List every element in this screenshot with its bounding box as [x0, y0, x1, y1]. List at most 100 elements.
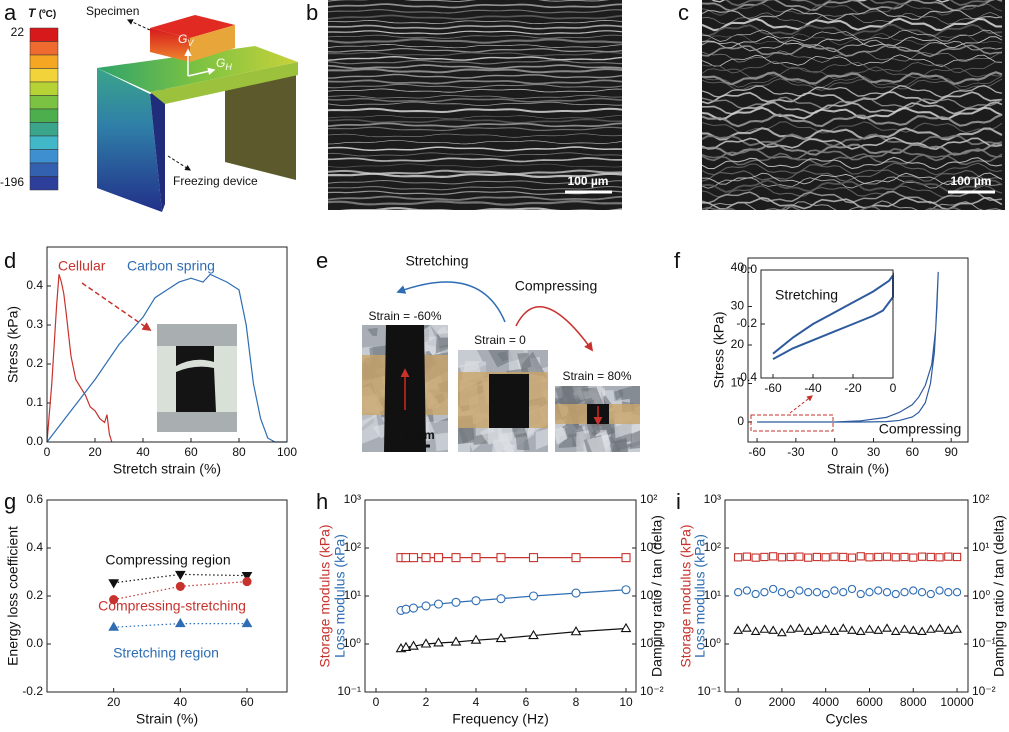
x-tick-label: -40 [804, 381, 822, 395]
sem-layer [328, 79, 622, 85]
marker [925, 624, 936, 633]
marker [108, 621, 120, 631]
device-label: Freezing device [173, 174, 258, 188]
marker [917, 552, 927, 561]
x-tick-label: -60 [764, 381, 782, 395]
device-leg-side [150, 88, 165, 212]
marker [733, 625, 744, 634]
device-top [97, 46, 298, 92]
y-tick-label: 0.4 [26, 540, 43, 554]
marker [952, 624, 962, 633]
foil-crease [630, 430, 640, 449]
marker [900, 588, 909, 597]
sem-layer [702, 106, 1003, 121]
marker [882, 623, 892, 632]
x-tick-label: 60 [240, 695, 254, 709]
x-axis-label: Stretch strain (%) [113, 461, 221, 477]
y-tick-label: 0 [737, 414, 744, 428]
marker [570, 626, 582, 636]
x-tick-label: 4000 [812, 695, 839, 709]
marker [935, 586, 944, 595]
sem-layer [328, 59, 622, 65]
marker [760, 552, 769, 562]
gh-subscript: H [225, 62, 232, 72]
y-tick-label: 20 [731, 337, 745, 351]
y2-tick-label: 10⁻² [640, 684, 664, 698]
marker [241, 572, 253, 582]
marker [471, 553, 481, 563]
sem-layer [702, 162, 1003, 176]
device-left-leg [97, 68, 162, 212]
sample-bottom [176, 366, 216, 412]
foil-crease [458, 350, 483, 369]
scale-label: 100 µm [951, 174, 992, 188]
marker [900, 552, 909, 562]
marker [909, 586, 918, 595]
sem-layer [328, 126, 622, 132]
marker [934, 623, 945, 632]
marker [495, 632, 507, 643]
sem-layer [724, 0, 992, 7]
device-front [150, 62, 298, 104]
y-tick-label: 0.6 [26, 492, 43, 506]
marker [174, 617, 186, 628]
x-tick-label: 0 [373, 695, 380, 709]
sem-layer [702, 32, 1003, 46]
marker [571, 553, 581, 563]
marker [408, 640, 419, 650]
x-tick-label: 90 [944, 445, 958, 459]
marker [804, 553, 813, 562]
marker [794, 623, 805, 632]
colorbar-swatch [29, 108, 59, 123]
sample-top [176, 346, 214, 366]
y-tick-label: -0.2 [736, 316, 757, 330]
x-tick-label: 2 [423, 695, 430, 709]
freezing-device [97, 46, 298, 212]
x-tick-label: 2000 [769, 695, 796, 709]
series-line [757, 271, 939, 423]
sem-layer [702, 127, 1003, 141]
sem-layer [702, 101, 1003, 115]
sem-layer [328, 3, 622, 9]
x-tick-label: -20 [844, 381, 862, 395]
series-label: Compressing-stretching [98, 598, 246, 614]
marker [108, 579, 120, 589]
x-axis-label: Strain (%) [136, 711, 198, 727]
marker [777, 588, 787, 597]
specimen-label: Specimen [86, 4, 139, 18]
marker [733, 553, 743, 562]
y2-tick-label: 10¹ [640, 540, 657, 554]
gh-arrow [187, 67, 216, 77]
marker [839, 552, 848, 562]
colorbar-swatch [29, 54, 59, 69]
colorbar-swatch [29, 122, 59, 137]
x-tick-label: 40 [174, 695, 188, 709]
colorbar-unit: (ºC) [39, 9, 57, 20]
marker [400, 641, 412, 651]
marker [421, 601, 431, 611]
x-tick-label: -30 [787, 445, 805, 459]
y-tick-label: 10² [704, 540, 721, 554]
x-tick-label: 0 [890, 381, 897, 395]
sem-layer [328, 101, 622, 106]
marker [812, 625, 822, 634]
marker [433, 599, 444, 609]
sem-layer [702, 121, 1003, 134]
sem-layer [328, 212, 622, 216]
marker [926, 552, 935, 562]
y-tick-label: 30 [731, 299, 745, 313]
y-axis-label: Energy loss coefficient [5, 526, 21, 666]
x-tick-label: 6 [523, 695, 530, 709]
y2-tick-label: 10⁻² [972, 684, 996, 698]
x-tick-label: 10000 [940, 695, 974, 709]
sem-layer [328, 133, 622, 138]
x-tick-label: 0 [44, 445, 51, 459]
y-tick-label: 10¹ [704, 588, 721, 602]
sem-layer [328, 9, 622, 14]
plot-frame [760, 269, 894, 379]
photo [458, 350, 548, 452]
marker [891, 589, 900, 599]
sem-layer [702, 176, 1003, 189]
series-line [46, 273, 287, 443]
marker [742, 552, 752, 561]
